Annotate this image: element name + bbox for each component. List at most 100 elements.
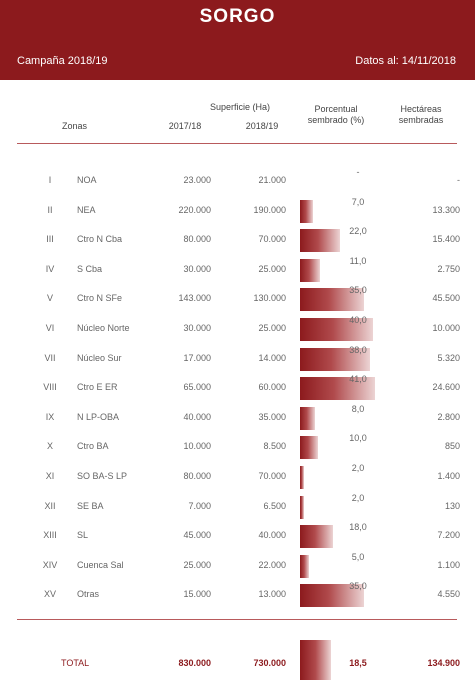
- hectares-sown: 45.500: [432, 293, 460, 304]
- zone-number: V: [46, 293, 53, 304]
- table-row: VIII Ctro E ER 65.000 60.000 41,0 24.600: [0, 373, 475, 402]
- surface-year-a: 30.000: [183, 323, 211, 333]
- hectares-sown: 1.400: [437, 471, 460, 481]
- surface-year-b: 14.000: [258, 352, 286, 363]
- percent-sown: 2,0: [351, 463, 365, 473]
- hectares-sown: 850: [444, 441, 460, 452]
- percent-sown: 10,0: [349, 433, 367, 444]
- zone-name: Ctro BA: [77, 441, 109, 452]
- percent-sown: 7,0: [351, 196, 365, 207]
- surface-year-b: 22.000: [258, 559, 286, 570]
- surface-year-a: 10.000: [183, 441, 211, 452]
- zone-number: XIV: [42, 559, 58, 570]
- surface-year-a: 17.000: [183, 352, 211, 363]
- hectares-sown: 130: [444, 500, 460, 511]
- zone-name: SO BA-S LP: [77, 471, 128, 481]
- hectares-sown: 5.320: [437, 352, 460, 363]
- percent-sown: 35,0: [349, 581, 367, 592]
- percent-sown: 5,0: [351, 551, 365, 562]
- zonas-header: Zonas: [61, 121, 87, 131]
- porcentual-header-line1: Porcentual: [314, 104, 358, 114]
- percent-bar: [300, 347, 370, 371]
- surface-year-a: 45.000: [183, 530, 211, 541]
- surface-year-a: 23.000: [183, 175, 211, 185]
- hectares-sown: 2.800: [437, 411, 460, 422]
- header-banner: SORGO Campaña 2018/19 Datos al: 14/11/20…: [0, 0, 475, 80]
- percent-sown: 2,0: [351, 492, 365, 503]
- table-row: XIII SL 45.000 40.000 18,0 7.200: [0, 521, 475, 550]
- surface-year-a: 30.000: [183, 263, 211, 274]
- surface-year-b: 25.000: [258, 323, 286, 333]
- surface-year-b: 130.000: [253, 293, 286, 304]
- table-row: X Ctro BA 10.000 8.500 10,0 850: [0, 432, 475, 461]
- zone-name: Ctro N Cba: [77, 234, 123, 245]
- hectares-sown: 7.200: [437, 530, 460, 541]
- year-b-header: 2018/19: [245, 121, 279, 131]
- percent-bar: [300, 199, 313, 223]
- hectares-sown: 15.400: [432, 234, 460, 245]
- surface-year-a: 80.000: [183, 471, 211, 481]
- table-row: I NOA 23.000 21.000 - -: [0, 166, 475, 195]
- hectareas-header-line1: Hectáreas: [400, 104, 442, 114]
- total-hectares: 134.900: [427, 658, 460, 668]
- surface-year-b: 25.000: [258, 263, 286, 274]
- zone-name: Núcleo Sur: [77, 352, 122, 363]
- zone-name: Cuenca Sal: [77, 559, 124, 570]
- zone-number: XIII: [43, 530, 57, 541]
- hectares-sown: -: [457, 175, 460, 185]
- percent-bar: [300, 495, 304, 519]
- percent-sown: 11,0: [349, 255, 367, 266]
- porcentual-header-line2: sembrado (%): [307, 115, 365, 125]
- table-row: VI Núcleo Norte 30.000 25.000 40,0 10.000: [0, 314, 475, 343]
- zone-number: I: [48, 175, 52, 185]
- zone-number: VIII: [43, 382, 57, 393]
- table-row: XII SE BA 7.000 6.500 2,0 130: [0, 492, 475, 521]
- total-row: TOTAL 830.000 730.000 18,5 134.900: [0, 640, 475, 680]
- hectares-sown: 1.100: [437, 559, 460, 570]
- percent-sown: 18,0: [349, 522, 367, 533]
- percent-sown: 22,0: [349, 226, 367, 237]
- hectares-sown: 13.300: [432, 204, 460, 215]
- porcentual-header: Porcentual sembrado (%): [297, 104, 375, 126]
- zone-number: IV: [45, 263, 55, 274]
- surface-year-b: 8.500: [263, 441, 286, 452]
- surface-year-a: 220.000: [178, 204, 211, 215]
- zone-number: XV: [43, 589, 56, 600]
- percent-bar: [300, 466, 304, 489]
- zone-name: Ctro E ER: [77, 382, 118, 393]
- total-percent: 18,5: [349, 658, 367, 668]
- hectares-sown: 4.550: [437, 589, 460, 600]
- surface-year-a: 15.000: [183, 589, 211, 600]
- table-row: II NEA 220.000 190.000 7,0 13.300: [0, 196, 475, 225]
- percent-bar: [300, 377, 375, 401]
- campaign-label: Campaña 2018/19: [17, 55, 108, 67]
- surface-year-b: 60.000: [258, 382, 286, 393]
- total-percent-bar: [300, 640, 331, 680]
- total-year-b: 730.000: [253, 658, 286, 668]
- table-row: IV S Cba 30.000 25.000 11,0 2.750: [0, 255, 475, 284]
- percent-sown: 35,0: [349, 285, 367, 296]
- hectares-sown: 24.600: [432, 382, 460, 393]
- table-row: XIV Cuenca Sal 25.000 22.000 5,0 1.100: [0, 551, 475, 580]
- percent-sown: 41,0: [349, 374, 367, 385]
- superficie-header: Superficie (Ha): [209, 102, 271, 112]
- zone-name: Ctro N SFe: [77, 293, 123, 304]
- surface-year-a: 80.000: [183, 234, 211, 245]
- hectareas-header: Hectáreas sembradas: [382, 104, 460, 126]
- hectareas-header-line2: sembradas: [398, 115, 444, 125]
- surface-year-b: 35.000: [258, 411, 286, 422]
- zone-number: III: [46, 234, 54, 245]
- total-year-a: 830.000: [178, 658, 211, 668]
- total-label: TOTAL: [61, 658, 90, 668]
- percent-sown: 38,0: [349, 344, 367, 355]
- zone-number: VI: [45, 323, 55, 333]
- zone-name: Otras: [77, 589, 100, 600]
- zone-name: SL: [77, 530, 89, 541]
- percent-bar: [300, 584, 365, 608]
- zone-name: S Cba: [77, 263, 103, 274]
- hectares-sown: 10.000: [432, 323, 460, 333]
- zone-name: N LP-OBA: [77, 411, 120, 422]
- surface-year-b: 70.000: [258, 471, 286, 481]
- table-row: III Ctro N Cba 80.000 70.000 22,0 15.400: [0, 225, 475, 254]
- zone-number: XI: [45, 471, 55, 481]
